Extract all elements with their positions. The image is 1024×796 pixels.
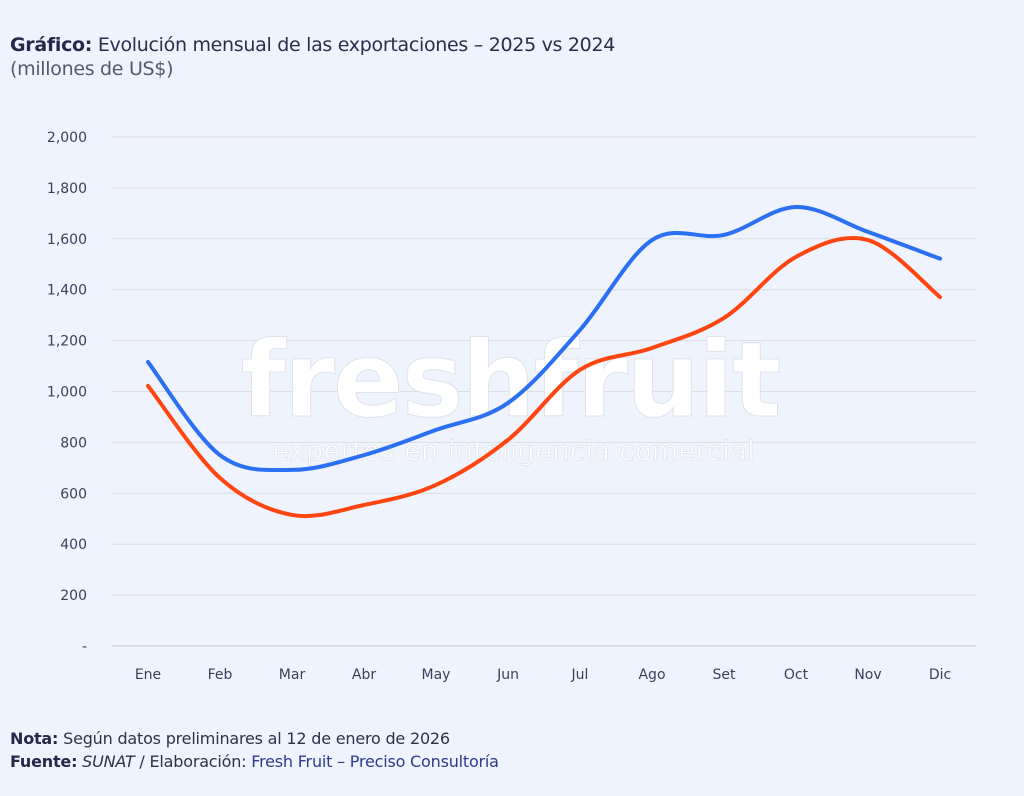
x-tick-label: Jul <box>571 667 589 683</box>
title-text: Evolución mensual de las exportaciones –… <box>92 34 616 56</box>
series-lines <box>146 204 942 519</box>
chart-title: Gráfico: Evolución mensual de las export… <box>10 33 615 81</box>
x-tick-label: Nov <box>854 667 881 683</box>
y-tick-label: 2,000 <box>47 130 87 146</box>
nota-label: Nota: <box>10 729 59 748</box>
x-tick-label: Jun <box>496 667 519 683</box>
x-tick-label: Abr <box>352 667 376 683</box>
x-tick-label: Oct <box>784 667 809 683</box>
watermark: freshfruit expertos en inteligencia come… <box>240 319 782 468</box>
y-tick-label: 600 <box>60 486 87 502</box>
watermark-brand: freshfruit <box>241 319 780 441</box>
x-tick-label: Set <box>713 667 737 683</box>
nota-line: Nota: Según datos preliminares al 12 de … <box>10 727 499 750</box>
x-tick-label: Dic <box>929 667 951 683</box>
nota-text: Según datos preliminares al 12 de enero … <box>58 729 450 748</box>
fuente-line: Fuente: SUNAT / Elaboración: Fresh Fruit… <box>10 750 499 773</box>
title-prefix: Gráfico: <box>10 34 93 56</box>
fuente-credit: Fresh Fruit – Preciso Consultoría <box>251 752 499 771</box>
watermark-tagline: expertos en inteligencia comercial <box>273 436 755 467</box>
y-tick-label: 1,000 <box>47 385 87 401</box>
y-tick-label: 1,400 <box>47 283 87 299</box>
series-line-2025 <box>146 204 942 473</box>
y-axis-ticks: - 200 400 600 800 1,000 1,200 1,400 1,600 1,800 2,… <box>47 130 87 655</box>
x-tick-label: May <box>422 667 451 683</box>
fuente-source: SUNAT <box>77 752 135 771</box>
y-tick-label: 800 <box>60 435 87 451</box>
x-tick-label: Mar <box>279 667 306 683</box>
chart-subtitle: (millones de US$) <box>10 58 174 80</box>
fuente-label: Fuente: <box>10 752 78 771</box>
y-tick-label: 400 <box>60 537 87 553</box>
series-line-2024 <box>146 235 942 519</box>
y-tick-label: 1,200 <box>47 334 87 350</box>
x-tick-label: Feb <box>208 667 233 683</box>
x-tick-label: Ene <box>135 667 161 683</box>
y-tick-label: 200 <box>60 588 87 604</box>
y-tick-label: - <box>82 639 87 655</box>
x-axis-ticks: Ene Feb Mar Abr May Jun Jul Ago Set Oct Nov Dic <box>135 667 951 683</box>
footer-notes: Nota: Según datos preliminares al 12 de … <box>10 727 499 773</box>
fuente-separator: / Elaboración: <box>134 752 252 771</box>
x-tick-label: Ago <box>638 667 665 683</box>
gridlines <box>112 136 976 647</box>
y-tick-label: 1,600 <box>47 232 87 248</box>
y-tick-label: 1,800 <box>47 181 87 197</box>
